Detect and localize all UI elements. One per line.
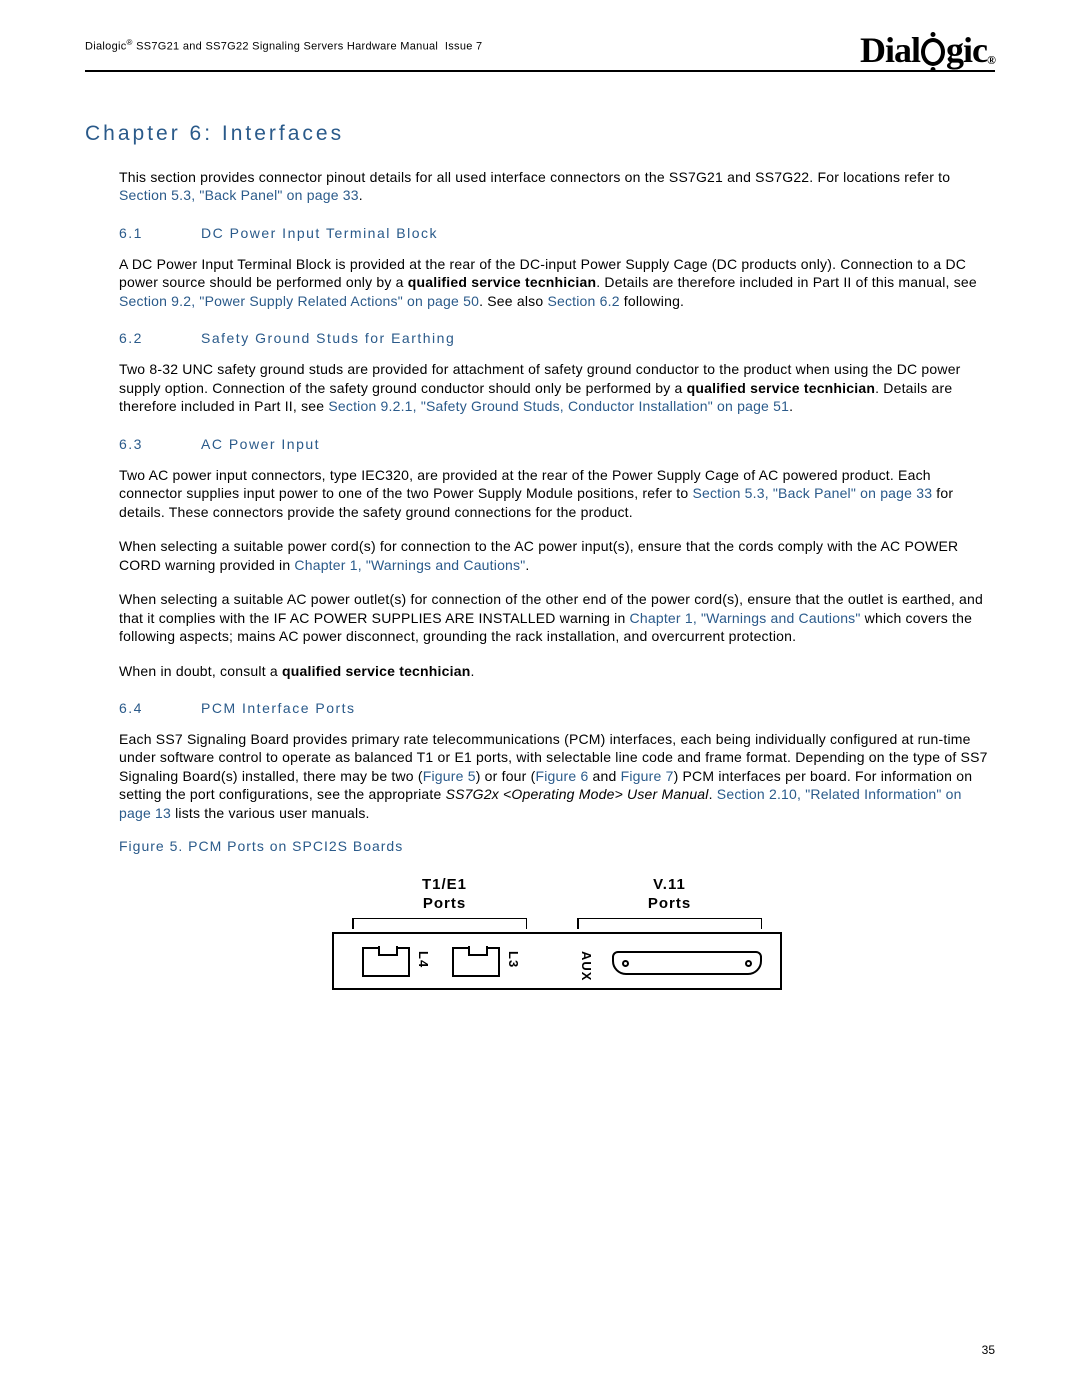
text: and bbox=[588, 768, 620, 784]
paragraph-6-3-1: Two AC power input connectors, type IEC3… bbox=[119, 466, 995, 521]
page-content: Chapter 6: Interfaces This section provi… bbox=[85, 122, 995, 990]
figure-5-brackets bbox=[332, 918, 782, 932]
link-figure-7[interactable]: Figure 7 bbox=[621, 768, 674, 784]
paragraph-6-4: Each SS7 Signaling Board provides primar… bbox=[119, 730, 995, 822]
label-line1: V.11 bbox=[653, 876, 686, 893]
section-number: 6.3 bbox=[119, 436, 201, 452]
heading-6-4: 6.4PCM Interface Ports bbox=[119, 700, 995, 716]
section-number: 6.4 bbox=[119, 700, 201, 716]
chapter-title: Chapter 6: Interfaces bbox=[85, 122, 995, 146]
link-section-5-3-b[interactable]: Section 5.3, "Back Panel" on page 33 bbox=[692, 485, 932, 501]
bold-text: qualified service tecnhician bbox=[408, 274, 596, 290]
heading-6-2: 6.2Safety Ground Studs for Earthing bbox=[119, 330, 995, 346]
text: following. bbox=[620, 293, 684, 309]
label-line2: Ports bbox=[648, 895, 691, 912]
port-label-l3: L3 bbox=[506, 951, 521, 968]
text: . See also bbox=[479, 293, 547, 309]
heading-6-1: 6.1DC Power Input Terminal Block bbox=[119, 225, 995, 241]
connector-pin-icon bbox=[622, 960, 629, 967]
section-title: DC Power Input Terminal Block bbox=[201, 225, 438, 241]
link-section-9-2[interactable]: Section 9.2, "Power Supply Related Actio… bbox=[119, 293, 479, 309]
spci2s-board: L4 L3 AUX bbox=[332, 932, 782, 990]
bracket-left bbox=[352, 918, 527, 928]
link-figure-5[interactable]: Figure 5 bbox=[423, 768, 476, 784]
link-chapter-1-b[interactable]: Chapter 1, "Warnings and Cautions" bbox=[630, 610, 861, 626]
port-label-l4: L4 bbox=[416, 951, 431, 968]
paragraph-6-3-2: When selecting a suitable power cord(s) … bbox=[119, 537, 995, 574]
figure-5-caption: Figure 5. PCM Ports on SPCI2S Boards bbox=[119, 838, 995, 854]
port-label-aux: AUX bbox=[579, 951, 594, 981]
label-v11-ports: V.11 Ports bbox=[557, 876, 782, 914]
section-title: PCM Interface Ports bbox=[201, 700, 356, 716]
connector-pin-icon bbox=[745, 960, 752, 967]
link-section-9-2-1[interactable]: Section 9.2.1, "Safety Ground Studs, Con… bbox=[328, 398, 789, 414]
link-section-5-3[interactable]: Section 5.3, "Back Panel" on page 33 bbox=[119, 187, 359, 203]
text: When selecting a suitable power cord(s) … bbox=[119, 538, 958, 572]
link-chapter-1-a[interactable]: Chapter 1, "Warnings and Cautions" bbox=[294, 557, 525, 573]
bracket-right bbox=[577, 918, 762, 928]
text: lists the various user manuals. bbox=[171, 805, 370, 821]
paragraph-6-1: A DC Power Input Terminal Block is provi… bbox=[119, 255, 995, 310]
page-header: Dialogic® SS7G21 and SS7G22 Signaling Se… bbox=[85, 32, 995, 72]
intro-paragraph: This section provides connector pinout d… bbox=[119, 168, 995, 205]
text: When in doubt, consult a bbox=[119, 663, 282, 679]
paragraph-6-2: Two 8-32 UNC safety ground studs are pro… bbox=[119, 360, 995, 415]
db-connector-aux bbox=[612, 951, 762, 975]
text: . Details are therefore included in Part… bbox=[596, 274, 977, 290]
section-title: Safety Ground Studs for Earthing bbox=[201, 330, 455, 346]
text: . bbox=[789, 398, 793, 414]
bold-text: qualified service tecnhician bbox=[282, 663, 470, 679]
section-title: AC Power Input bbox=[201, 436, 320, 452]
section-number: 6.2 bbox=[119, 330, 201, 346]
label-line1: T1/E1 bbox=[422, 876, 467, 893]
paragraph-6-3-3: When selecting a suitable AC power outle… bbox=[119, 590, 995, 645]
dialogic-logo: Dialgic® bbox=[860, 32, 995, 68]
figure-5: T1/E1 Ports V.11 Ports L4 L3 AUX bbox=[119, 876, 995, 990]
paragraph-6-3-4: When in doubt, consult a qualified servi… bbox=[119, 662, 995, 680]
rj45-port-l4 bbox=[362, 947, 410, 977]
text: . bbox=[470, 663, 474, 679]
header-manual-title: Dialogic® SS7G21 and SS7G22 Signaling Se… bbox=[85, 32, 482, 53]
bold-text: qualified service tecnhician bbox=[687, 380, 875, 396]
section-number: 6.1 bbox=[119, 225, 201, 241]
rj45-port-l3 bbox=[452, 947, 500, 977]
link-section-6-2[interactable]: Section 6.2 bbox=[547, 293, 619, 309]
intro-period: . bbox=[359, 187, 363, 203]
heading-6-3: 6.3AC Power Input bbox=[119, 436, 995, 452]
page-number: 35 bbox=[982, 1343, 995, 1357]
text: . bbox=[709, 786, 717, 802]
label-t1e1-ports: T1/E1 Ports bbox=[332, 876, 557, 914]
text: . bbox=[525, 557, 529, 573]
text: ) or four ( bbox=[476, 768, 536, 784]
intro-text: This section provides connector pinout d… bbox=[119, 169, 950, 185]
italic-text: SS7G2x <Operating Mode> User Manual bbox=[446, 786, 709, 802]
label-line2: Ports bbox=[423, 895, 466, 912]
figure-5-top-labels: T1/E1 Ports V.11 Ports bbox=[332, 876, 782, 914]
link-figure-6[interactable]: Figure 6 bbox=[535, 768, 588, 784]
